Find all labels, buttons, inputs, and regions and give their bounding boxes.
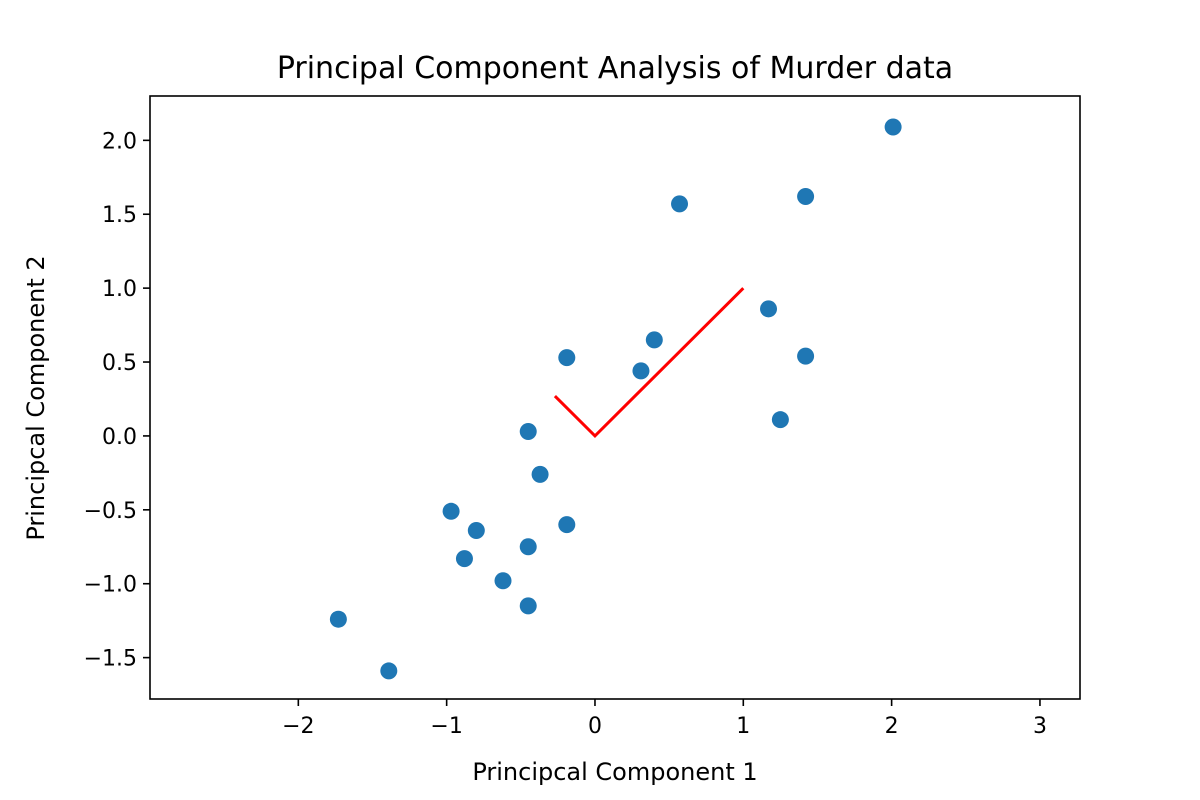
x-tick-label: 2 xyxy=(885,714,899,739)
scatter-point xyxy=(494,572,512,590)
scatter-point xyxy=(884,118,902,136)
scatter-point xyxy=(519,422,537,440)
y-tick-label: 1.0 xyxy=(102,277,137,302)
scatter-point xyxy=(771,411,789,429)
scatter-point xyxy=(442,502,460,520)
y-tick-label: 1.5 xyxy=(102,203,137,228)
scatter-point xyxy=(558,516,576,534)
scatter-point xyxy=(519,538,537,556)
y-tick-label: −1.5 xyxy=(84,647,137,672)
y-tick-label: 2.0 xyxy=(102,129,137,154)
x-tick-label: −2 xyxy=(282,714,314,739)
y-tick-label: −0.5 xyxy=(84,499,137,524)
chart-title: Principal Component Analysis of Murder d… xyxy=(277,51,953,86)
scatter-point xyxy=(455,550,473,568)
principal-components-line xyxy=(553,287,745,439)
scatter-point xyxy=(531,465,549,483)
axis-ticks: −2 −1 0 1 2 3 −1.5 −1.0 −0.5 0.0 0.5 1.0 1.5 2.0 xyxy=(84,129,1047,739)
x-tick-label: 0 xyxy=(588,714,602,739)
scatter-point xyxy=(760,300,778,318)
x-tick-label: −1 xyxy=(430,714,462,739)
y-tick-label: −1.0 xyxy=(84,573,137,598)
plot-frame xyxy=(149,95,1081,700)
scatter-point xyxy=(797,347,815,365)
scatter-point xyxy=(632,362,650,380)
scatter-point xyxy=(329,610,347,628)
scatter-point xyxy=(645,331,663,349)
plot-area xyxy=(329,118,902,680)
scatter-point xyxy=(519,597,537,615)
scatter-point xyxy=(380,662,398,680)
scatter-point xyxy=(797,188,815,205)
x-tick-label: 3 xyxy=(1033,714,1047,739)
y-tick-label: 0.0 xyxy=(102,425,137,450)
scatter-point xyxy=(467,522,485,540)
scatter-point xyxy=(558,349,576,367)
x-tick-label: 1 xyxy=(736,714,750,739)
x-axis-label: Principcal Component 1 xyxy=(472,758,757,786)
y-axis-label: Principcal Component 2 xyxy=(22,255,50,540)
y-tick-label: 0.5 xyxy=(102,351,137,376)
scatter-point xyxy=(671,195,689,213)
